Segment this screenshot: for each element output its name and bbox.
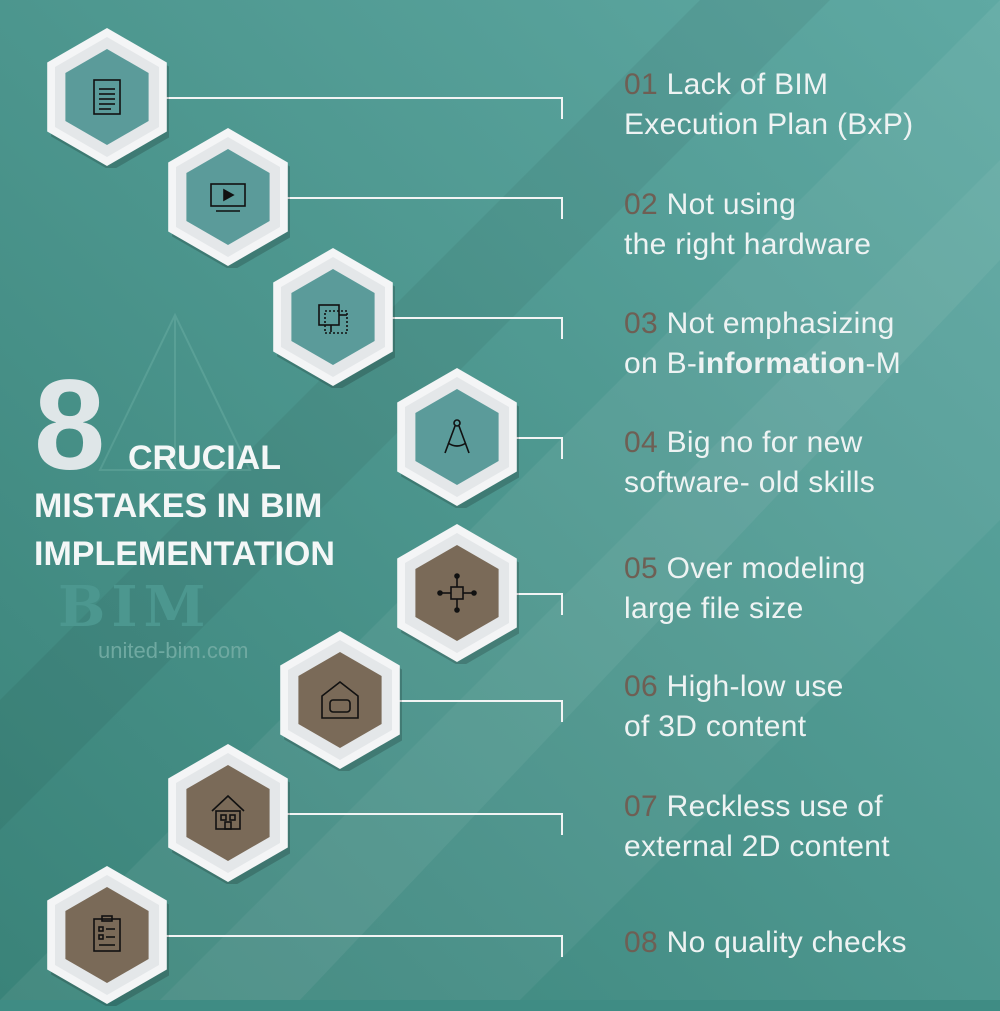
monitor-play-icon	[210, 183, 246, 212]
compass-icon	[444, 419, 470, 454]
connector-tick	[561, 700, 563, 722]
hexagon-badge	[395, 366, 521, 511]
house-icon	[211, 794, 245, 830]
connector-tick	[561, 935, 563, 957]
item-08: 08 No quality checks	[624, 926, 907, 959]
3d-cube-icon	[318, 304, 348, 334]
headline-line3: IMPLEMENTATION	[34, 535, 335, 573]
connector-line	[283, 813, 562, 815]
hexagon-badge	[278, 629, 404, 774]
connector-tick	[561, 593, 563, 615]
connector-tick	[561, 813, 563, 835]
connector-line	[395, 700, 562, 702]
connector-line	[388, 317, 562, 319]
armchair-icon	[321, 680, 359, 719]
item-01: 01 Lack of BIM Execution Plan (BxP)	[624, 68, 914, 141]
headline-line2: MISTAKES IN BIM	[34, 487, 323, 525]
network-icon	[437, 573, 477, 613]
connector-line	[162, 97, 562, 99]
item-03: 03 Not emphasizing on B-information-M	[624, 307, 902, 380]
connector-line	[283, 197, 562, 199]
headline-line1: CRUCIAL	[128, 439, 281, 477]
connector-line	[512, 437, 562, 439]
hexagon-badge	[166, 126, 292, 271]
connector-line	[162, 935, 562, 937]
watermark-url: united-bim.com	[98, 638, 249, 663]
watermark-tree	[98, 312, 252, 471]
connector-tick	[561, 197, 563, 219]
item-02: 02 Not using the right hardware	[624, 188, 872, 261]
headline-number: 8	[34, 354, 106, 497]
hexagon-badge	[45, 26, 171, 171]
checklist-icon	[93, 915, 121, 952]
item-05: 05 Over modeling large file size	[624, 552, 866, 625]
item-07: 07 Reckless use of external 2D content	[624, 790, 890, 863]
hexagon-badge	[395, 522, 521, 667]
connector-tick	[561, 97, 563, 119]
connector-tick	[561, 317, 563, 339]
hexagon-badge	[271, 246, 397, 391]
item-04: 04 Big no for new software- old skills	[624, 426, 876, 499]
item-06: 06 High-low use of 3D content	[624, 670, 844, 743]
watermark-logo: BIM	[58, 574, 212, 640]
hexagon-badge	[45, 864, 171, 1009]
hexagon-badge	[166, 742, 292, 887]
document-icon	[93, 79, 121, 115]
connector-tick	[561, 437, 563, 459]
connector-line	[512, 593, 562, 595]
